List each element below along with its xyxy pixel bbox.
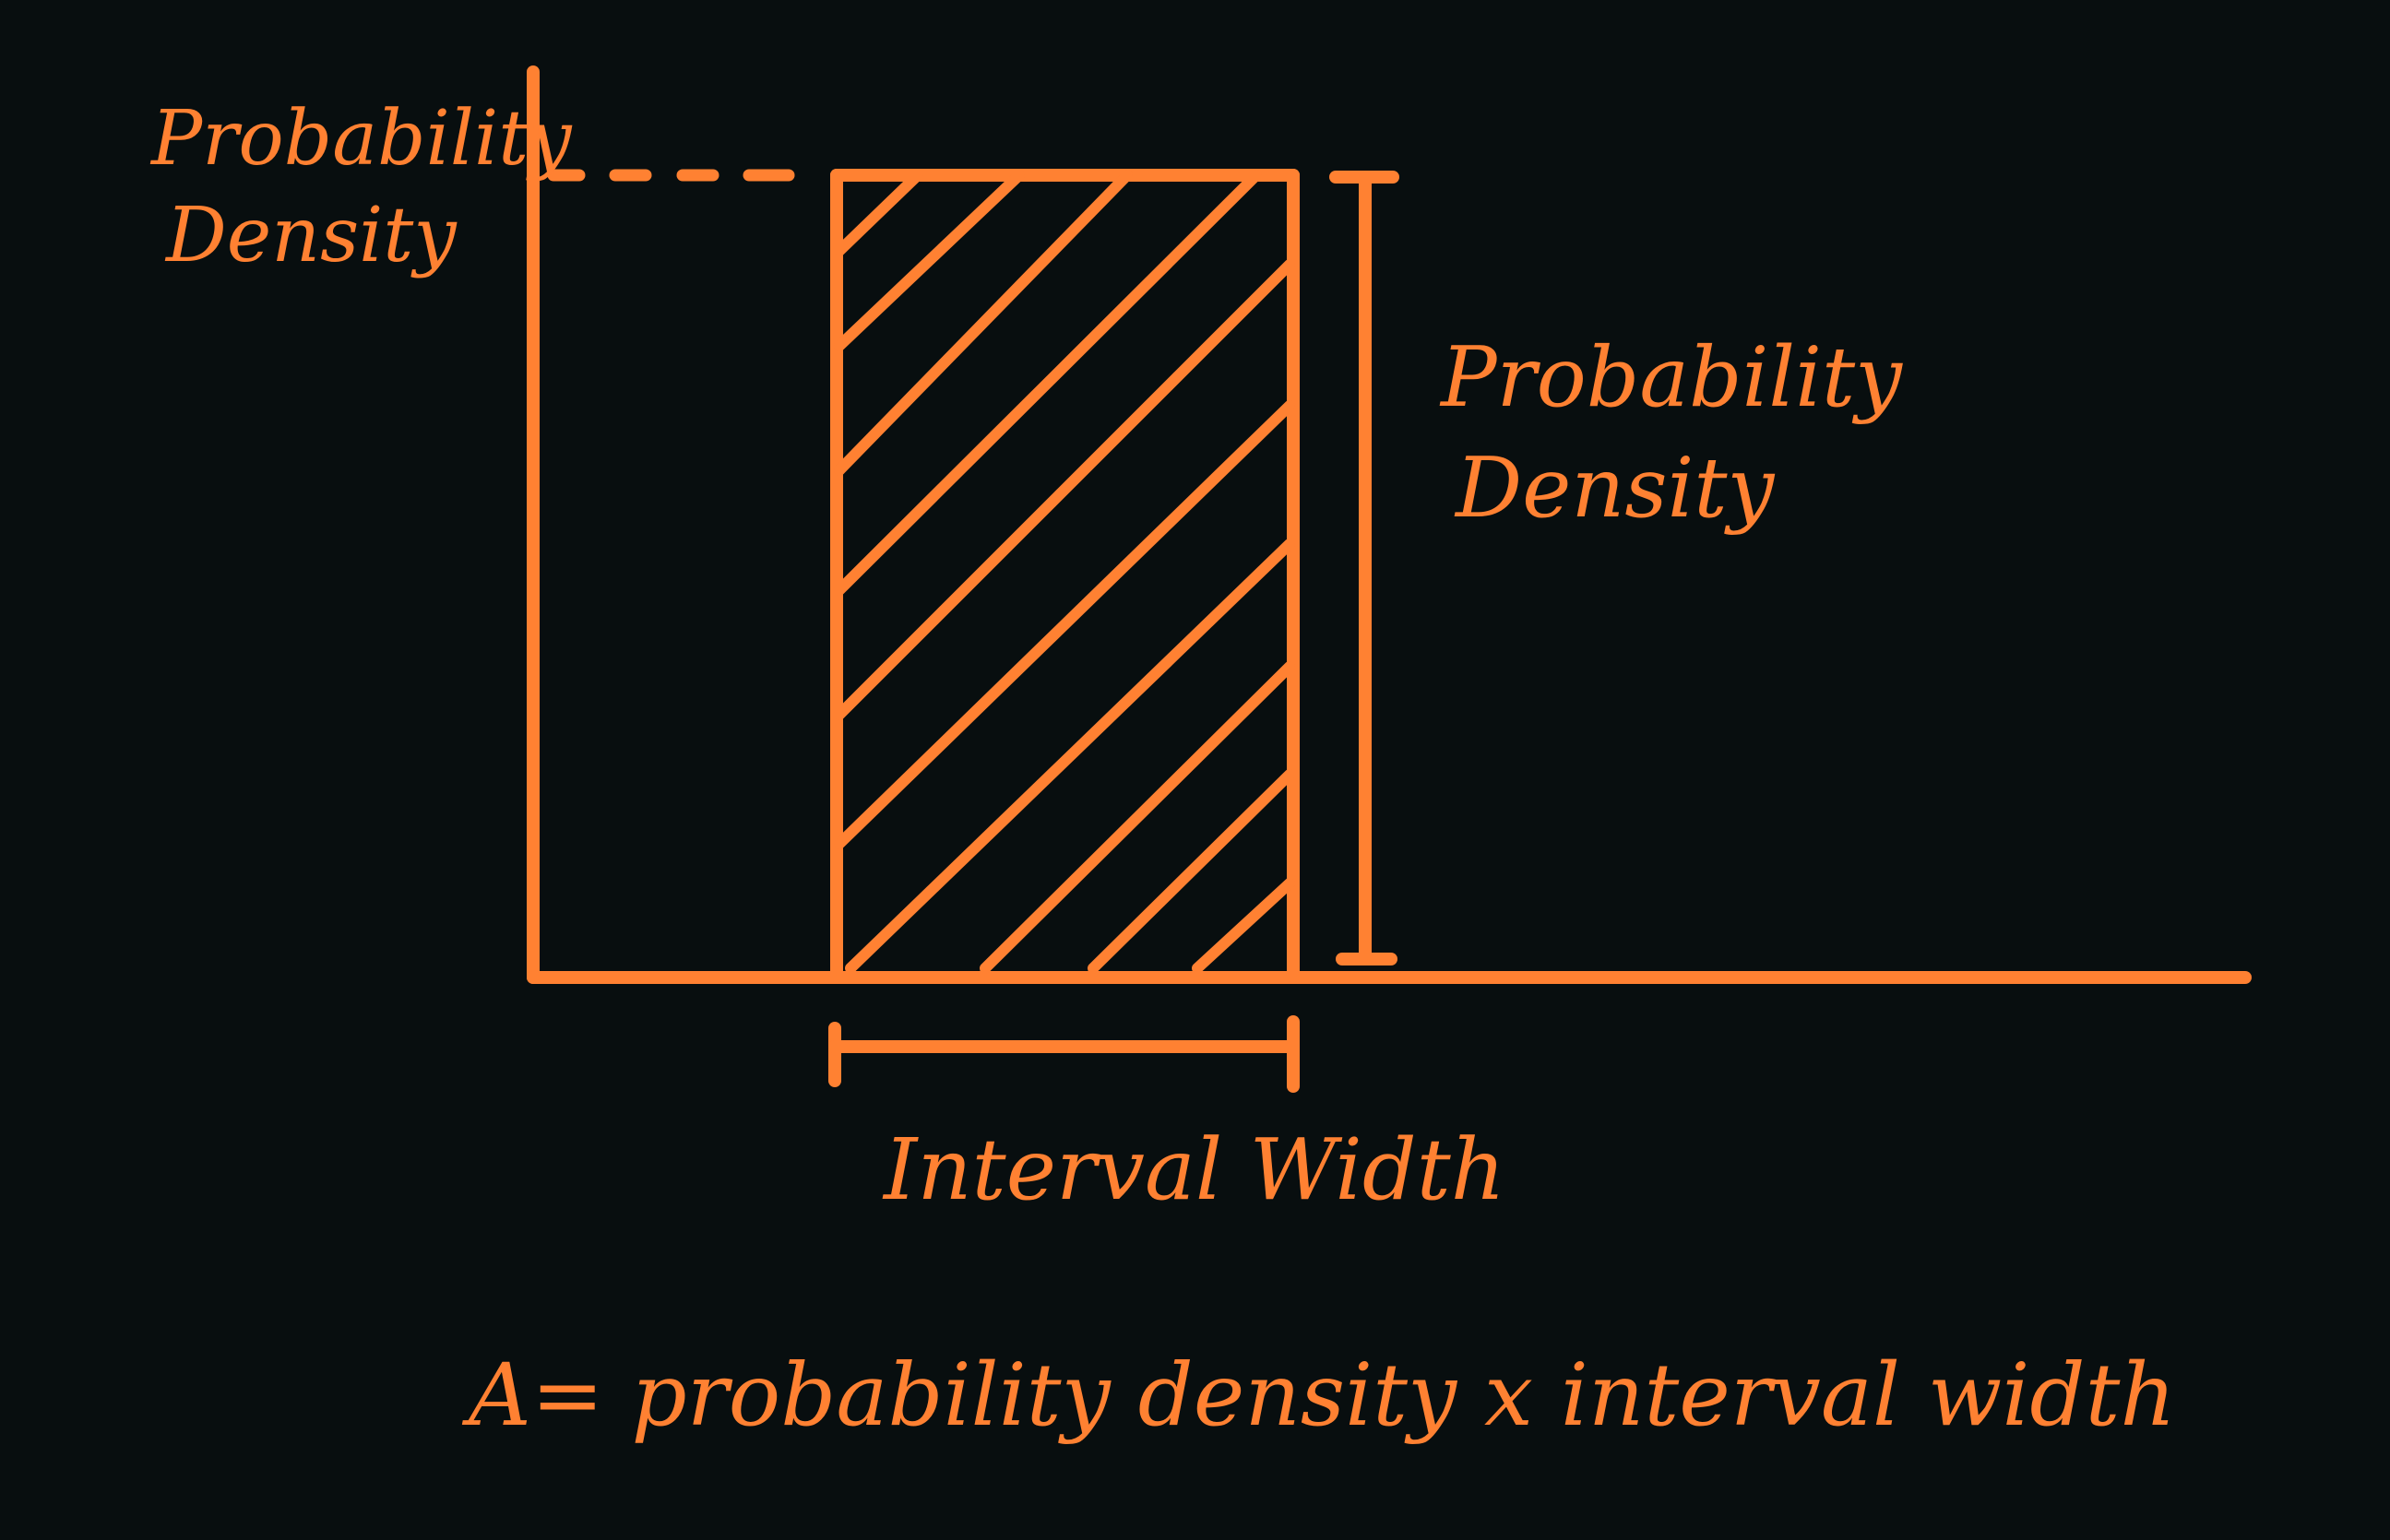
y-axis-label-line1: Probability bbox=[149, 95, 573, 183]
height-label-line1: Probability bbox=[1439, 329, 1903, 426]
y-axis-label-line2: Density bbox=[164, 192, 458, 279]
height-label-line2: Density bbox=[1454, 440, 1776, 537]
interval-width-label: Interval Width bbox=[882, 1120, 1505, 1219]
height-bracket bbox=[1329, 171, 1399, 965]
probability-rectangle bbox=[830, 169, 1300, 982]
rectangle-hatching bbox=[834, 170, 1295, 974]
width-bracket bbox=[828, 1015, 1300, 1093]
area-formula: A= probability density x interval width bbox=[461, 1345, 2176, 1446]
